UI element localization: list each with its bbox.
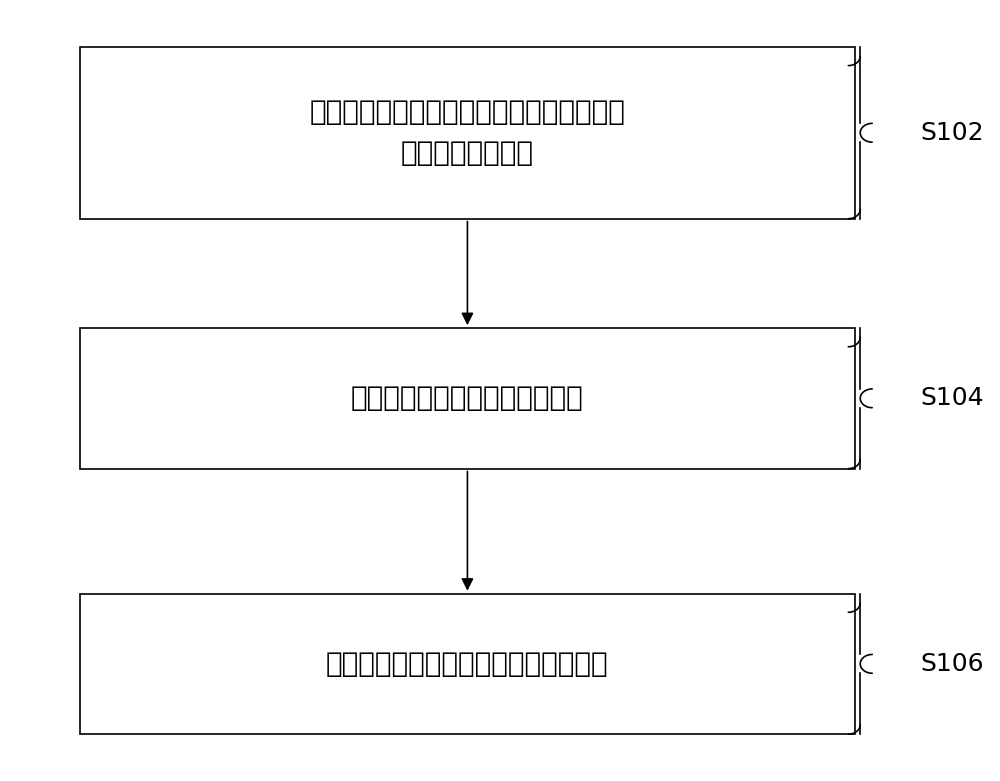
Text: 根据参数值确定旋钮的操作状态: 根据参数值确定旋钮的操作状态 (351, 384, 584, 412)
FancyBboxPatch shape (80, 328, 855, 469)
Text: 根据参数值和操作状态，生成控制信号: 根据参数值和操作状态，生成控制信号 (326, 650, 609, 678)
FancyBboxPatch shape (80, 594, 855, 734)
Text: 在旋钮操作的过程中，获取多个电感检测装
置检测到的参数值: 在旋钮操作的过程中，获取多个电感检测装 置检测到的参数值 (309, 98, 625, 167)
FancyBboxPatch shape (80, 47, 855, 219)
Text: S106: S106 (920, 652, 984, 676)
Text: S104: S104 (920, 387, 984, 410)
Text: S102: S102 (920, 121, 984, 144)
